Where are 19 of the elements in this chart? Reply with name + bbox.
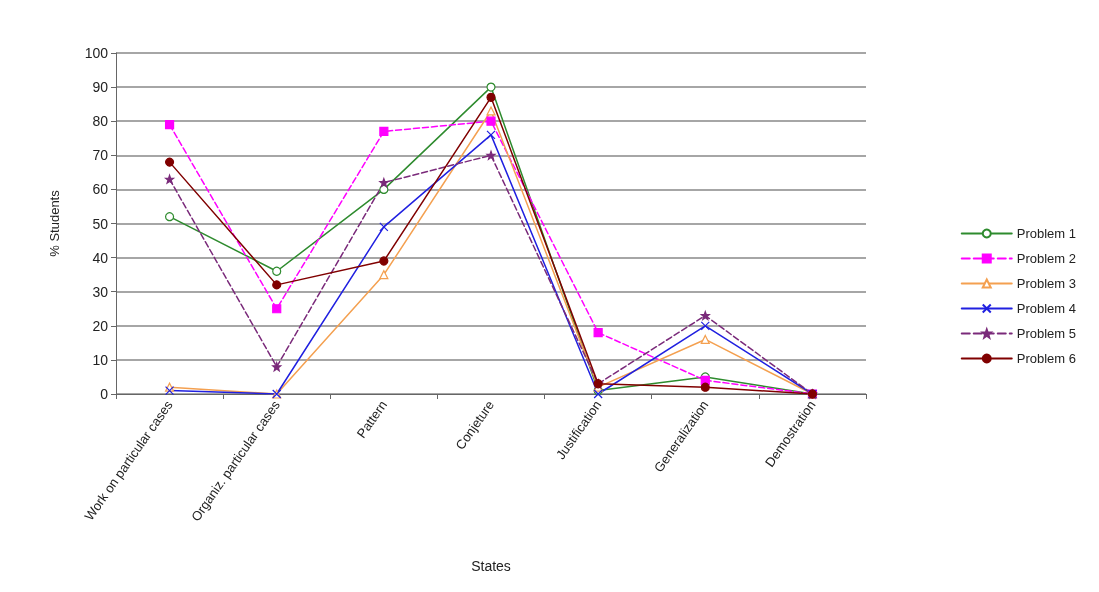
y-axis-title: % Students [47,189,62,257]
y-tick-label: 50 [92,215,109,232]
legend-label: Problem 2 [1016,251,1076,266]
y-tick-label: 100 [84,45,109,61]
y-tick-label: 90 [92,79,109,96]
y-tick-label: 40 [92,249,109,266]
legend-label: Problem 5 [1016,326,1076,341]
legend-label: Problem 3 [1016,276,1076,291]
y-tick-label: 20 [92,317,109,334]
legend-label: Problem 4 [1016,301,1076,316]
x-axis-title: States [471,558,511,574]
legend-label: Problem 1 [1016,226,1076,241]
y-tick-label: 30 [92,283,109,300]
y-tick-label: 70 [92,147,109,164]
y-tick-label: 60 [92,181,109,198]
y-tick-label: 10 [92,351,109,368]
y-tick-label: 0 [100,386,109,402]
y-tick-label: 80 [92,113,109,130]
legend-label: Problem 6 [1016,351,1076,366]
